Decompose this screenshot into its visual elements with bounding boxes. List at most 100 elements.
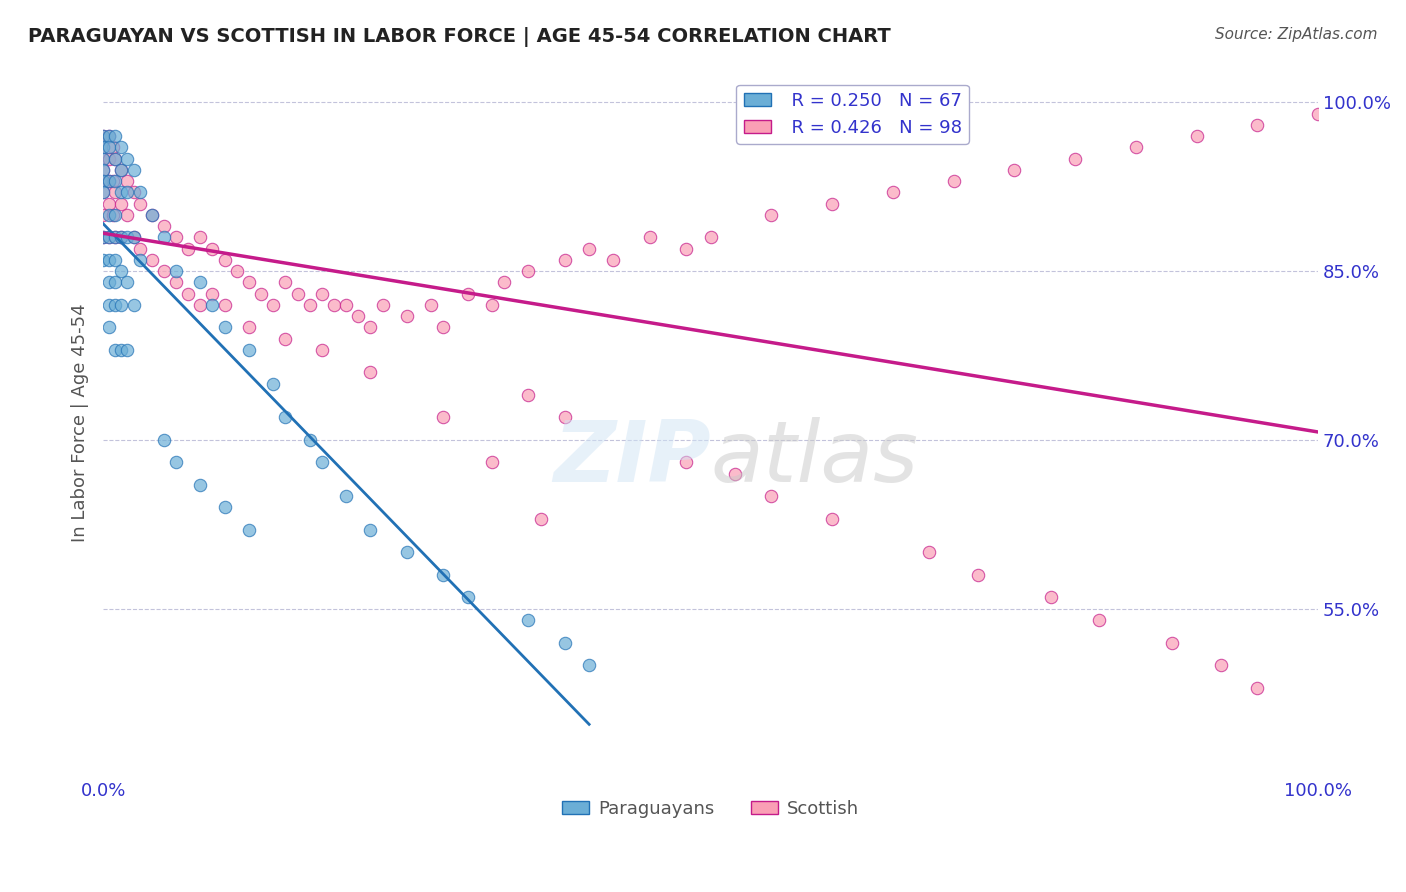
Point bbox=[110, 196, 132, 211]
Point bbox=[91, 140, 114, 154]
Point bbox=[274, 332, 297, 346]
Point bbox=[117, 230, 139, 244]
Point bbox=[1308, 106, 1330, 120]
Point bbox=[104, 208, 127, 222]
Point bbox=[311, 455, 333, 469]
Point bbox=[578, 658, 600, 673]
Point bbox=[98, 129, 121, 144]
Point bbox=[517, 613, 540, 627]
Point bbox=[91, 252, 114, 267]
Point bbox=[117, 276, 139, 290]
Point bbox=[1209, 658, 1232, 673]
Point bbox=[98, 252, 121, 267]
Point bbox=[395, 545, 418, 559]
Point bbox=[1088, 613, 1111, 627]
Point bbox=[98, 140, 121, 154]
Point bbox=[262, 376, 284, 391]
Point bbox=[98, 174, 121, 188]
Point bbox=[214, 500, 236, 515]
Point bbox=[104, 230, 127, 244]
Point bbox=[675, 455, 697, 469]
Point bbox=[335, 298, 357, 312]
Point bbox=[432, 410, 454, 425]
Point bbox=[918, 545, 941, 559]
Point bbox=[153, 219, 176, 233]
Point bbox=[110, 230, 132, 244]
Point bbox=[104, 129, 127, 144]
Point bbox=[91, 174, 114, 188]
Point bbox=[481, 298, 503, 312]
Point bbox=[177, 286, 200, 301]
Point bbox=[128, 196, 150, 211]
Point bbox=[117, 343, 139, 357]
Point bbox=[188, 478, 211, 492]
Point bbox=[153, 230, 176, 244]
Point bbox=[98, 230, 121, 244]
Point bbox=[238, 343, 260, 357]
Point bbox=[201, 298, 224, 312]
Point bbox=[238, 276, 260, 290]
Point bbox=[675, 242, 697, 256]
Point bbox=[91, 152, 114, 166]
Point bbox=[98, 208, 121, 222]
Point bbox=[188, 298, 211, 312]
Point bbox=[201, 242, 224, 256]
Point bbox=[91, 186, 114, 200]
Point bbox=[517, 264, 540, 278]
Point bbox=[153, 264, 176, 278]
Point bbox=[761, 489, 783, 503]
Y-axis label: In Labor Force | Age 45-54: In Labor Force | Age 45-54 bbox=[72, 304, 89, 542]
Point bbox=[371, 298, 394, 312]
Point bbox=[1039, 591, 1062, 605]
Point bbox=[91, 129, 114, 144]
Point bbox=[128, 242, 150, 256]
Point bbox=[311, 343, 333, 357]
Point bbox=[1161, 635, 1184, 649]
Point bbox=[104, 152, 127, 166]
Point bbox=[101, 208, 124, 222]
Point bbox=[165, 230, 187, 244]
Point bbox=[98, 276, 121, 290]
Point bbox=[1002, 162, 1025, 177]
Point bbox=[110, 186, 132, 200]
Legend: Paraguayans, Scottish: Paraguayans, Scottish bbox=[555, 793, 866, 825]
Point bbox=[141, 208, 163, 222]
Point bbox=[122, 230, 145, 244]
Point bbox=[554, 252, 576, 267]
Point bbox=[238, 320, 260, 334]
Point bbox=[141, 208, 163, 222]
Point bbox=[91, 162, 114, 177]
Point bbox=[554, 410, 576, 425]
Point bbox=[110, 140, 132, 154]
Point bbox=[529, 512, 551, 526]
Point bbox=[91, 186, 114, 200]
Point bbox=[882, 186, 904, 200]
Point bbox=[517, 388, 540, 402]
Point bbox=[578, 242, 600, 256]
Point bbox=[274, 276, 297, 290]
Point bbox=[1246, 681, 1268, 695]
Point bbox=[110, 230, 132, 244]
Point bbox=[91, 152, 114, 166]
Point bbox=[104, 186, 127, 200]
Point bbox=[101, 174, 124, 188]
Point bbox=[98, 152, 121, 166]
Point bbox=[91, 208, 114, 222]
Point bbox=[128, 252, 150, 267]
Point bbox=[942, 174, 965, 188]
Point bbox=[91, 129, 114, 144]
Point bbox=[602, 252, 624, 267]
Point bbox=[262, 298, 284, 312]
Point bbox=[214, 252, 236, 267]
Point bbox=[110, 264, 132, 278]
Point bbox=[335, 489, 357, 503]
Point bbox=[91, 140, 114, 154]
Point bbox=[214, 320, 236, 334]
Point bbox=[110, 343, 132, 357]
Text: ZIP: ZIP bbox=[553, 417, 710, 500]
Point bbox=[98, 174, 121, 188]
Point bbox=[122, 298, 145, 312]
Point bbox=[359, 523, 381, 537]
Point bbox=[494, 276, 516, 290]
Point bbox=[177, 242, 200, 256]
